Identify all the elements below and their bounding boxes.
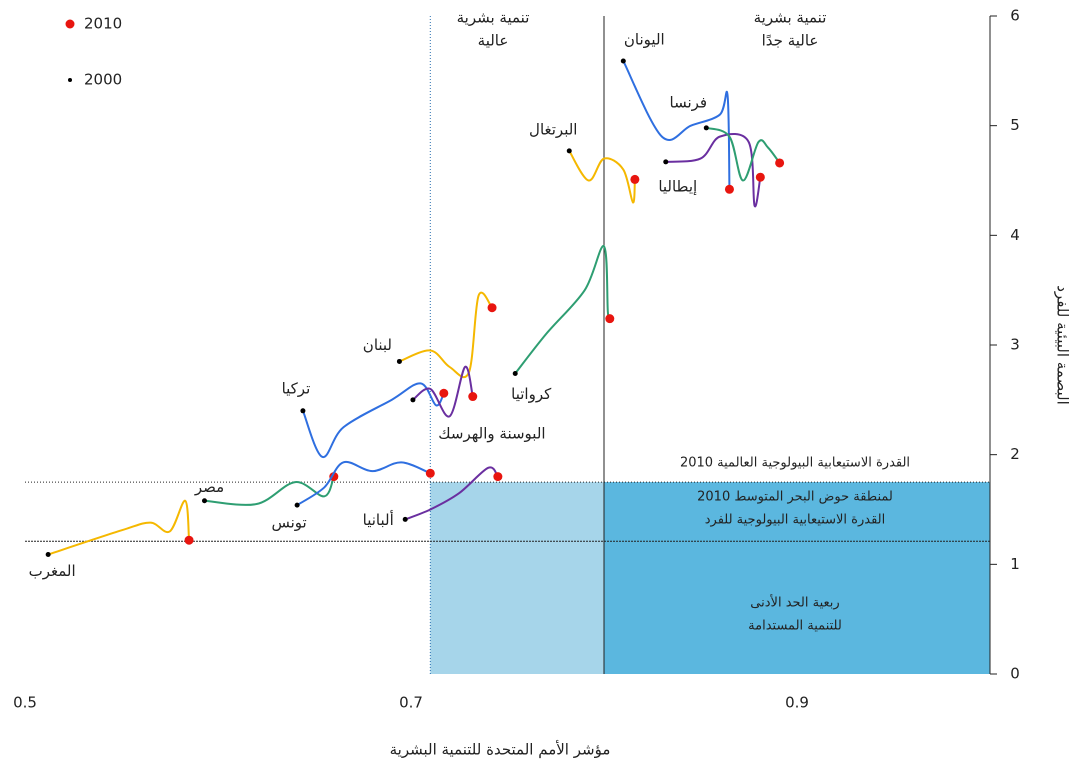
trajectory [301,382,445,458]
annotation: تنمية بشرية [457,9,530,27]
end-point [487,303,497,313]
trajectory [404,466,499,521]
start-point [294,502,300,508]
country-label: اليونان [624,30,665,48]
annotation: ربعية الحد الأدنى [750,594,839,611]
trajectory [204,476,335,506]
trajectory [705,126,781,182]
legend-label: 2000 [84,71,122,89]
country-label: إيطاليا [658,177,697,195]
annotation: لمنطقة حوض البحر المتوسط 2010 [697,490,893,505]
country-label: البرتغال [529,120,577,138]
end-point [724,184,734,194]
trajectory [622,60,731,190]
country-label: مصر [194,478,224,496]
annotation: تنمية بشرية [754,9,827,27]
start-point [703,125,709,131]
trajectory [568,150,636,204]
trajectory [296,460,431,506]
end-point [184,535,194,545]
y-tick-label: 6 [1010,7,1020,25]
y-tick-label: 0 [1010,665,1020,683]
start-point [566,148,572,154]
annotation: القدرة الاستيعابية البيولوجية للفرد [705,513,886,528]
country-label: البوسنة والهرسك [438,424,545,442]
start-point [396,358,402,364]
end-point [468,392,478,402]
end-point [439,388,449,398]
country-label: تركيا [282,379,311,397]
country-label: تونس [272,514,307,532]
end-point [775,158,785,168]
end-point [425,468,435,478]
y-tick-label: 3 [1010,336,1020,354]
annotation: للتنمية المستدامة [748,619,842,634]
trajectory [514,245,611,375]
country-label: ألبانيا [363,510,394,529]
start-point [512,371,518,377]
y-axis-title: البصمة البيئية للفرد [1054,285,1072,405]
trajectory [412,365,474,418]
country-label: فرنسا [670,93,708,111]
country-label: كرواتيا [511,385,552,403]
country-label: المغرب [29,562,76,580]
y-tick-label: 1 [1010,555,1020,573]
start-point [201,498,207,504]
legend-marker [65,19,75,29]
y-tick-label: 5 [1010,116,1020,134]
x-tick-label: 0.7 [399,694,423,712]
start-point [45,551,51,557]
y-tick-label: 4 [1010,226,1020,244]
start-point [620,58,626,64]
start-point [410,397,416,403]
annotation: عالية جدًا [762,32,819,50]
start-point [663,159,669,165]
start-point [402,516,408,522]
x-axis-title: مؤشر الأمم المتحدة للتنمية البشرية [390,740,611,759]
annotation: عالية [478,32,509,50]
region [604,482,990,674]
x-tick-label: 0.5 [13,694,37,712]
end-point [493,472,503,482]
y-tick-label: 2 [1010,445,1020,463]
end-point [755,172,765,182]
end-point [605,314,615,324]
legend-label: 2010 [84,15,122,33]
trajectory [47,499,191,556]
region [430,482,604,674]
legend-marker [68,78,72,82]
end-point [630,174,640,184]
x-tick-label: 0.9 [785,694,809,712]
annotation: القدرة الاستيعابية البيولوجية العالمية 2… [680,456,910,471]
country-label: لبنان [363,336,392,354]
start-point [300,408,306,414]
trajectory [665,133,762,208]
trajectory [399,291,493,379]
